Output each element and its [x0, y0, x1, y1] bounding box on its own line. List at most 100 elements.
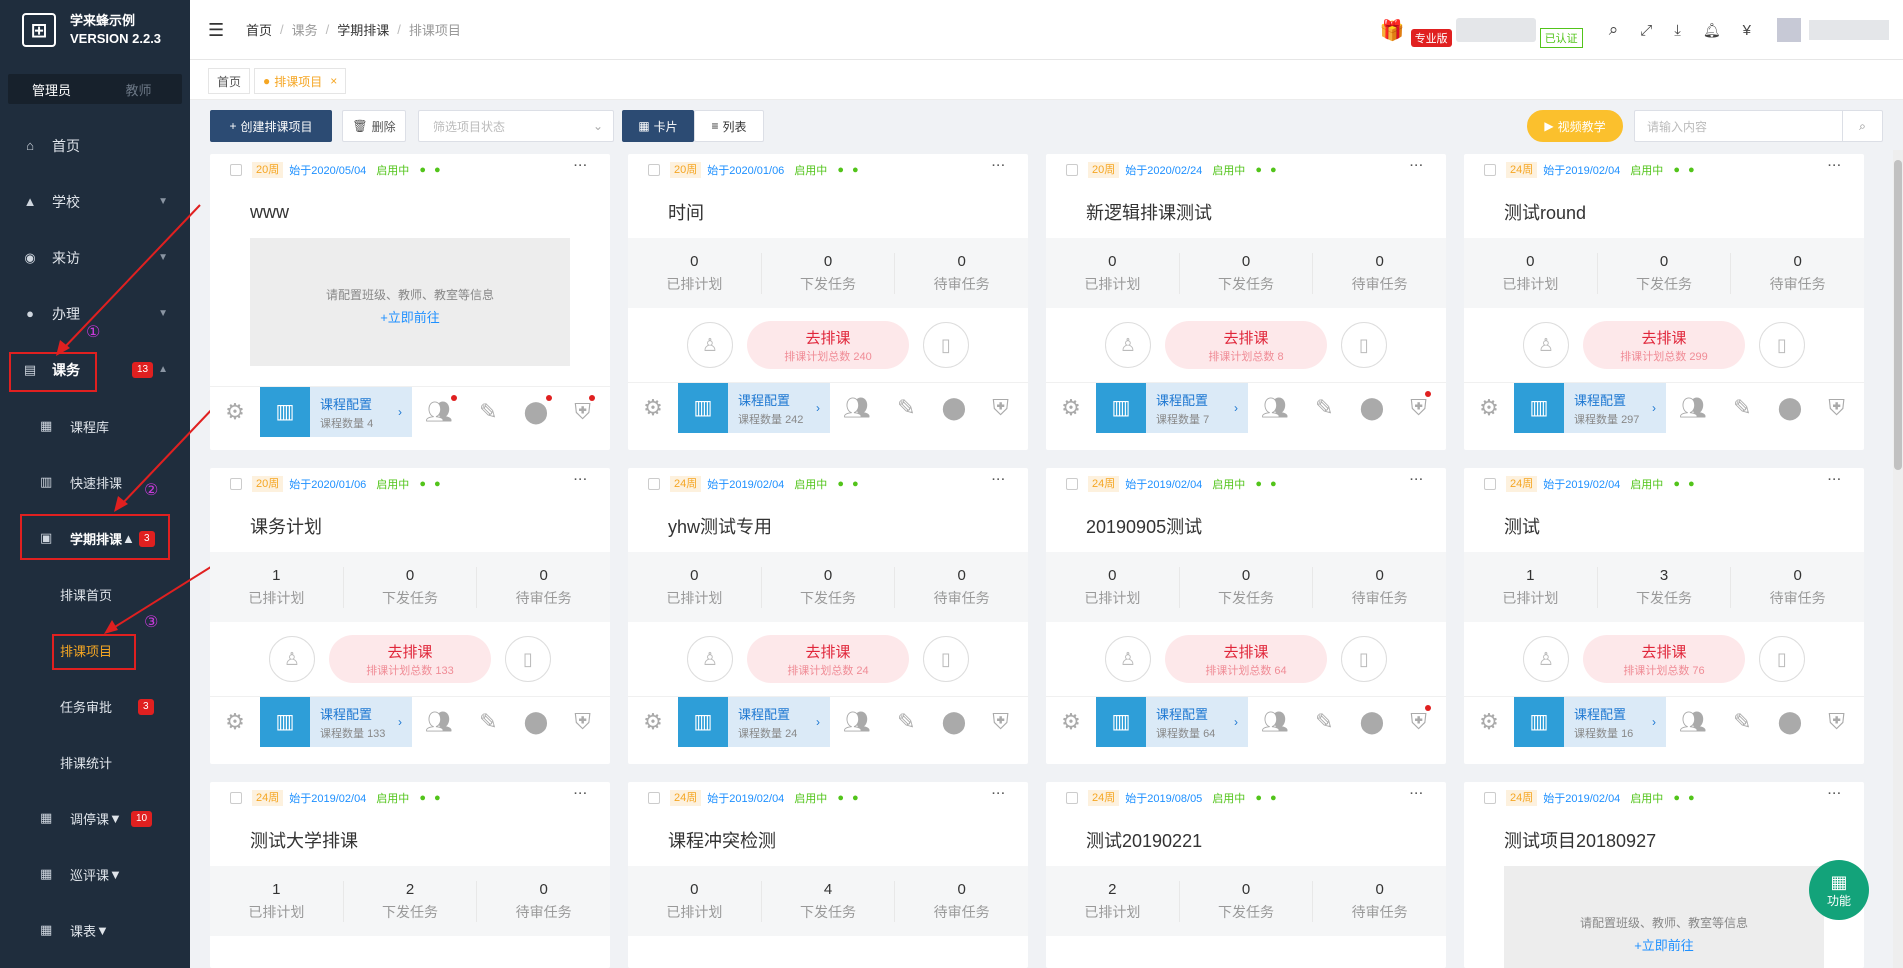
- course-config-button[interactable]: 课程配置 课程数量 7 ›: [1146, 382, 1248, 433]
- people-icon[interactable]: 👥︎: [425, 708, 453, 734]
- sidebar-item-review[interactable]: ▦ 巡评课 ▼: [0, 846, 190, 902]
- teacher-edit-icon[interactable]: ✎: [1315, 708, 1334, 734]
- more-icon[interactable]: ···: [1828, 474, 1842, 486]
- card-title[interactable]: yhw测试专用: [668, 517, 773, 537]
- card-title[interactable]: 测试20190221: [1086, 831, 1203, 851]
- more-icon[interactable]: ···: [1828, 160, 1842, 172]
- more-icon[interactable]: ···: [992, 788, 1006, 800]
- people-icon[interactable]: 👥︎: [1679, 708, 1707, 734]
- view-card-button[interactable]: ▦ 卡片: [622, 110, 694, 142]
- delete-button[interactable]: 🗑︎ 删除: [342, 110, 406, 142]
- shield-icon[interactable]: ⛨: [992, 708, 1009, 734]
- course-config-button[interactable]: 课程配置 课程数量 242 ›: [728, 382, 830, 433]
- book-icon[interactable]: ▯: [1759, 322, 1805, 368]
- download-icon[interactable]: ⤓: [1674, 21, 1681, 39]
- more-icon[interactable]: ···: [1828, 788, 1842, 800]
- book-icon[interactable]: ▯: [923, 322, 969, 368]
- go-schedule-button[interactable]: 去排课 排课计划总数 8: [1165, 321, 1327, 369]
- more-icon[interactable]: ···: [574, 788, 588, 800]
- location-icon[interactable]: ⬤: [941, 708, 967, 734]
- sidebar-item-adjust[interactable]: ▦ 调停课 10 ▼: [0, 790, 190, 846]
- fullscreen-icon[interactable]: ⤢: [1640, 21, 1653, 39]
- project-card[interactable]: 24周 始于2019/08/05 启用中 ● ● ··· 测试20190221 2 已排计划 0 下…: [1046, 782, 1446, 968]
- course-config-button[interactable]: 课程配置 课程数量 16 ›: [1564, 696, 1666, 747]
- project-card[interactable]: 20周 始于2020/01/06 启用中 ● ● ··· 时间 0 已排计划 0 下发任务 0 待审任务…: [628, 154, 1028, 450]
- scrollbar[interactable]: [1893, 150, 1903, 968]
- teacher-icon[interactable]: ♙: [269, 636, 315, 682]
- project-card[interactable]: 20周 始于2020/02/24 启用中 ● ● ··· 新逻辑排课测试 0 已排计划 0 下发任务…: [1046, 154, 1446, 450]
- teacher-icon[interactable]: ♙: [687, 322, 733, 368]
- bell-icon[interactable]: 🔔︎: [1702, 21, 1721, 38]
- card-checkbox[interactable]: [1484, 792, 1496, 804]
- gift-icon[interactable]: 🎁: [1379, 19, 1405, 42]
- card-checkbox[interactable]: [1484, 164, 1496, 176]
- sidebar-item-handle[interactable]: ● 办理 ▼: [0, 286, 190, 342]
- view-list-button[interactable]: ≡ 列表: [694, 110, 764, 142]
- more-icon[interactable]: ···: [992, 474, 1006, 486]
- more-icon[interactable]: ···: [574, 160, 588, 172]
- teacher-edit-icon[interactable]: ✎: [1733, 394, 1752, 420]
- project-card[interactable]: 20周 始于2020/01/06 启用中 ● ● ··· 课务计划 1 已排计划 0 下发任务 0 待审…: [210, 468, 610, 764]
- people-icon[interactable]: 👥︎: [1261, 708, 1289, 734]
- sidebar-item-quick-schedule[interactable]: ▥ 快速排课: [0, 454, 190, 510]
- card-checkbox[interactable]: [230, 792, 242, 804]
- gear-icon[interactable]: ⚙: [1479, 394, 1499, 420]
- gear-icon[interactable]: ⚙: [1061, 708, 1081, 734]
- card-checkbox[interactable]: [648, 478, 660, 490]
- course-config-button[interactable]: 课程配置 课程数量 133 ›: [310, 696, 412, 747]
- project-card[interactable]: 24周 始于2019/02/04 启用中 ● ● ··· 测试项目20180927 请配置班级…: [1464, 782, 1864, 968]
- card-checkbox[interactable]: [648, 792, 660, 804]
- function-fab-button[interactable]: ▦ 功能: [1809, 860, 1869, 920]
- location-icon[interactable]: ⬤: [1359, 708, 1385, 734]
- role-admin[interactable]: 管理员: [31, 82, 71, 98]
- course-config-button[interactable]: 课程配置 课程数量 24 ›: [728, 696, 830, 747]
- go-config-link[interactable]: +立即前往: [1634, 938, 1694, 953]
- book-icon[interactable]: ▯: [1341, 636, 1387, 682]
- go-schedule-button[interactable]: 去排课 排课计划总数 76: [1583, 635, 1745, 683]
- teacher-icon[interactable]: ♙: [687, 636, 733, 682]
- book-icon[interactable]: ▯: [1759, 636, 1805, 682]
- book-icon[interactable]: ▯: [923, 636, 969, 682]
- people-icon[interactable]: 👥︎: [843, 708, 871, 734]
- card-title[interactable]: 新逻辑排课测试: [1086, 203, 1212, 223]
- location-icon[interactable]: ⬤: [1359, 394, 1385, 420]
- breadcrumb-home[interactable]: 首页: [246, 23, 273, 38]
- card-title[interactable]: 测试大学排课: [250, 831, 358, 851]
- breadcrumb-term[interactable]: 学期排课: [337, 23, 390, 38]
- location-icon[interactable]: ⬤: [1777, 708, 1803, 734]
- tab-home[interactable]: 首页: [208, 68, 251, 94]
- card-title[interactable]: 课程冲突检测: [668, 831, 776, 851]
- project-card[interactable]: 24周 始于2019/02/04 启用中 ● ● ··· 20190905测试 0 已排计划 0 下…: [1046, 468, 1446, 764]
- location-icon[interactable]: ⬤: [524, 394, 553, 425]
- role-teacher[interactable]: 教师: [125, 82, 152, 98]
- card-checkbox[interactable]: [230, 164, 242, 176]
- course-config-button[interactable]: 课程配置 课程数量 64 ›: [1146, 696, 1248, 747]
- location-icon[interactable]: ⬤: [941, 394, 967, 420]
- sidebar-item-schedule-stats[interactable]: 排课统计: [0, 734, 190, 790]
- card-title[interactable]: 20190905测试: [1086, 517, 1203, 537]
- card-checkbox[interactable]: [1066, 164, 1078, 176]
- people-icon[interactable]: 👥︎: [425, 394, 457, 425]
- project-card[interactable]: 24周 始于2019/02/04 启用中 ● ● ··· yhw测试专用 0 已排计划 0 下发任务…: [628, 468, 1028, 764]
- go-config-link[interactable]: +立即前往: [380, 310, 440, 325]
- sidebar-item-course[interactable]: ▤ 课务 13 ▲: [0, 342, 190, 398]
- teacher-icon[interactable]: ♙: [1523, 322, 1569, 368]
- menu-toggle-icon[interactable]: ☰: [208, 20, 225, 40]
- more-icon[interactable]: ···: [1410, 474, 1424, 486]
- teacher-edit-icon[interactable]: ✎: [479, 398, 498, 424]
- people-icon[interactable]: 👥︎: [843, 394, 871, 420]
- card-checkbox[interactable]: [1066, 478, 1078, 490]
- more-icon[interactable]: ···: [992, 160, 1006, 172]
- gear-icon[interactable]: ⚙: [1479, 708, 1499, 734]
- shield-icon[interactable]: ⛨: [574, 394, 595, 425]
- go-schedule-button[interactable]: 去排课 排课计划总数 133: [329, 635, 491, 683]
- tab-current[interactable]: ● 排课项目 ×: [254, 68, 347, 94]
- card-title[interactable]: 时间: [668, 203, 704, 223]
- sidebar-item-term-schedule[interactable]: ▣ 学期排课 3 ▲: [0, 510, 190, 566]
- shield-icon[interactable]: ⛨: [574, 708, 591, 734]
- create-project-button[interactable]: + 创建排课项目: [210, 110, 332, 142]
- project-card[interactable]: 24周 始于2019/02/04 启用中 ● ● ··· 测试大学排课 1 已排计划 2 下发任务 0…: [210, 782, 610, 968]
- teacher-edit-icon[interactable]: ✎: [479, 708, 498, 734]
- gear-icon[interactable]: ⚙: [1061, 394, 1081, 420]
- teacher-icon[interactable]: ♙: [1105, 322, 1151, 368]
